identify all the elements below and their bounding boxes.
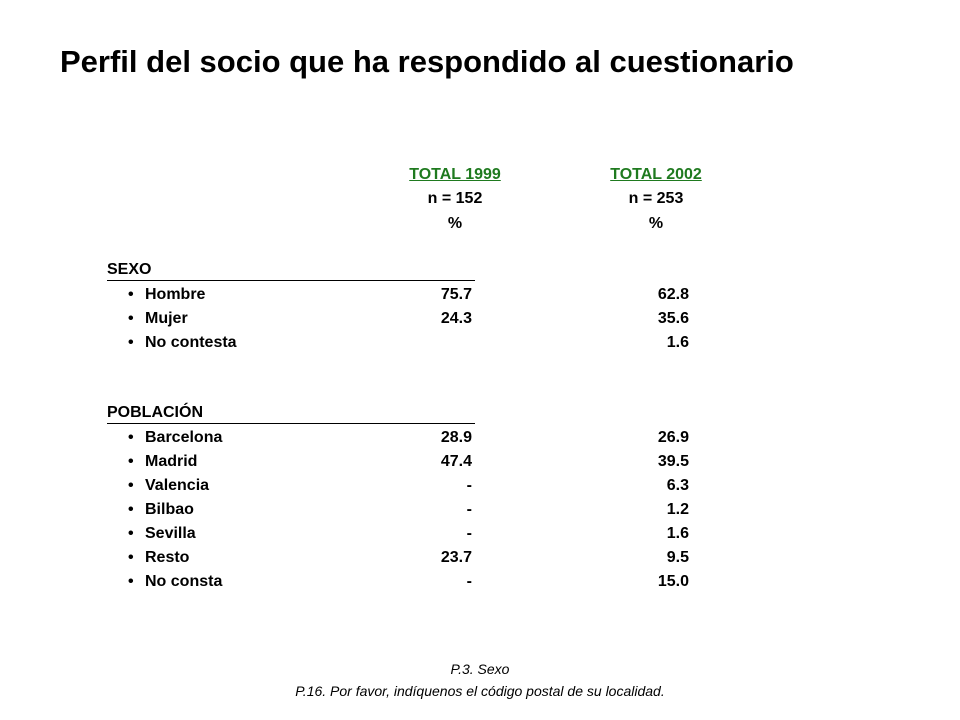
bullet: •	[128, 477, 134, 494]
column-n: n = 253	[628, 190, 684, 207]
cell-value: 15.0	[657, 573, 689, 590]
cell-value: 75.7	[440, 286, 472, 303]
column-header: TOTAL 1999	[409, 166, 501, 183]
bullet: •	[128, 310, 134, 327]
bullet: •	[128, 549, 134, 566]
cell-value: 39.5	[657, 453, 689, 470]
column-header: TOTAL 2002	[610, 166, 702, 183]
bullet: •	[128, 453, 134, 470]
cell-value: 26.9	[657, 429, 689, 446]
cell-value: 9.5	[666, 549, 689, 566]
cell-value: 23.7	[440, 549, 472, 566]
cell-value: -	[466, 525, 472, 542]
row-label: Resto	[145, 549, 190, 566]
cell-value: 1.6	[666, 525, 689, 542]
section-heading: POBLACIÓN	[107, 403, 475, 424]
bullet: •	[128, 286, 134, 303]
bullet: •	[128, 501, 134, 518]
row-label: Madrid	[145, 453, 198, 470]
row-label: No consta	[145, 573, 223, 590]
cell-value: 35.6	[657, 310, 689, 327]
footnote: P.3. Sexo	[450, 661, 510, 677]
bullet: •	[128, 573, 134, 590]
bullet: •	[128, 525, 134, 542]
column-n: n = 152	[427, 190, 483, 207]
cell-value: 1.2	[666, 501, 689, 518]
footnote: P.16. Por favor, indíquenos el código po…	[295, 683, 665, 699]
cell-value: 62.8	[657, 286, 689, 303]
row-label: Bilbao	[145, 501, 194, 518]
cell-value: -	[466, 477, 472, 494]
cell-value: -	[466, 501, 472, 518]
row-label: Barcelona	[145, 429, 223, 446]
row-label: Mujer	[145, 310, 188, 327]
row-label: Sevilla	[145, 525, 196, 542]
column-unit: %	[648, 215, 664, 232]
cell-value: 1.6	[666, 334, 689, 351]
row-label: Hombre	[145, 286, 206, 303]
column-unit: %	[447, 215, 463, 232]
cell-value: 28.9	[440, 429, 472, 446]
cell-value: 6.3	[666, 477, 689, 494]
cell-value: -	[466, 573, 472, 590]
bullet: •	[128, 334, 134, 351]
section-heading: SEXO	[107, 260, 475, 281]
cell-value: 24.3	[440, 310, 472, 327]
bullet: •	[128, 429, 134, 446]
row-label: No contesta	[145, 334, 237, 351]
row-label: Valencia	[145, 477, 210, 494]
title: Perfil del socio que ha respondido al cu…	[60, 44, 794, 79]
cell-value: 47.4	[440, 453, 472, 470]
